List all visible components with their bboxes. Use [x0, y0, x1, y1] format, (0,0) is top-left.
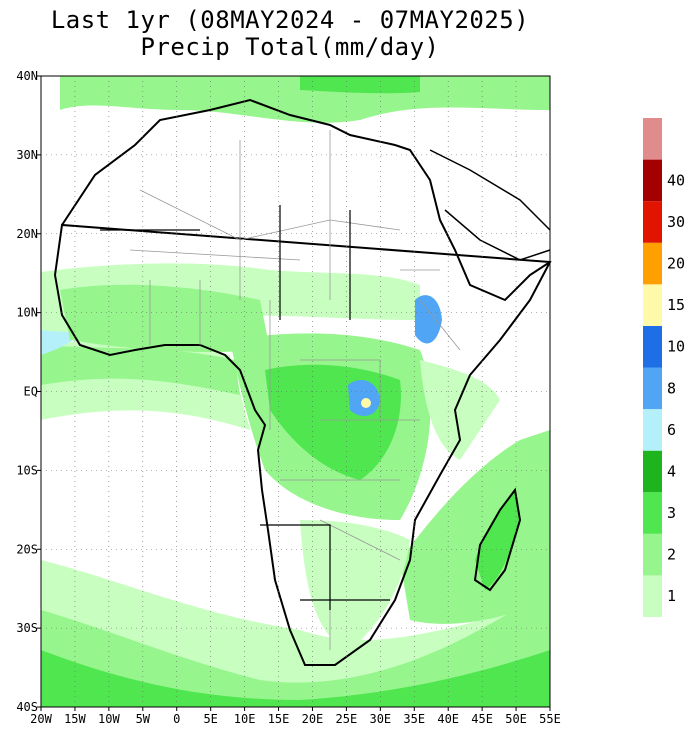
lat-tick-label: 20S	[16, 542, 38, 556]
lat-tick-label: 40N	[16, 69, 38, 83]
lat-tick-label: 10N	[16, 306, 38, 320]
lat-tick-label: 30S	[16, 621, 38, 635]
precip-ethiopia	[415, 295, 442, 344]
lon-tick-label: 20E	[302, 712, 324, 726]
country-borders	[129, 130, 461, 650]
colorbar-swatch	[643, 575, 662, 617]
colorbar-label: 10	[667, 338, 685, 356]
precip-field	[41, 76, 550, 707]
colorbar-label: 3	[667, 504, 676, 522]
colorbar-label: 15	[667, 296, 685, 314]
lon-tick-label: 10W	[98, 712, 120, 726]
lon-tick-label: 20W	[30, 712, 52, 726]
lon-tick-label: 35E	[403, 712, 425, 726]
lon-tick-label: 5E	[203, 712, 217, 726]
colorbar-label: 40	[667, 171, 685, 189]
precip-south-heavy	[41, 650, 550, 707]
precip-europe	[300, 76, 420, 94]
precip-lake-victoria	[348, 380, 380, 416]
colorbar-label: 30	[667, 213, 685, 231]
africa-coastline	[53, 98, 552, 666]
colorbar-swatch	[643, 118, 662, 160]
precip-gulf-guinea	[41, 345, 240, 395]
precip-southern-africa	[300, 520, 410, 650]
colorbar-swatch	[643, 409, 662, 451]
lat-axis: 40N 30N 20N 10N EQ 10S 20S 30S 40S	[16, 69, 41, 714]
colorbar-swatch	[643, 367, 662, 410]
colorbar-label: 6	[667, 421, 676, 439]
colorbar-swatch	[643, 492, 662, 534]
precip-madagascar	[475, 490, 520, 590]
lat-tick-label: 20N	[16, 227, 38, 241]
colorbar-label: 1	[667, 587, 676, 605]
colorbar-swatch	[643, 201, 662, 243]
colorbar-label: 2	[667, 546, 676, 564]
madagascar-coast	[473, 487, 522, 592]
lon-tick-label: 15E	[268, 712, 290, 726]
graticule	[41, 76, 550, 707]
precip-east-africa	[420, 360, 500, 460]
precip-peak	[361, 398, 371, 408]
colorbar-swatch	[643, 533, 662, 576]
lon-tick-label: 0	[173, 712, 180, 726]
precip-indian-ocean	[400, 430, 550, 624]
lat-tick-label: EQ	[24, 385, 38, 399]
map-subtitle: Precip Total(mm/day)	[140, 33, 440, 61]
lon-tick-label: 25E	[336, 712, 358, 726]
lon-tick-label: 10E	[234, 712, 256, 726]
colorbar-label: 4	[667, 462, 676, 480]
lat-tick-label: 10S	[16, 463, 38, 477]
lon-axis: 20W 15W 10W 5W 0 5E 10E 15E 20E 25E 30E 35E 40E 45E 50…	[30, 707, 561, 726]
lon-tick-label: 50E	[505, 712, 527, 726]
precip-mediterranean	[60, 76, 550, 123]
colorbar-swatch	[643, 450, 662, 493]
arabia-coast	[429, 149, 551, 261]
precip-south-mid	[41, 590, 550, 707]
lon-tick-label: 40E	[437, 712, 459, 726]
lon-tick-label: 5W	[136, 712, 151, 726]
lon-tick-label: 55E	[539, 712, 561, 726]
colorbar-swatch	[643, 284, 662, 326]
colorbar-swatch	[643, 325, 662, 368]
lon-tick-label: 45E	[471, 712, 493, 726]
map-title: Last 1yr (08MAY2024 - 07MAY2025)	[50, 6, 530, 34]
colorbar-swatch	[643, 159, 662, 202]
country-borders-bold	[100, 205, 390, 610]
colorbar-label: 20	[667, 255, 685, 273]
lat-tick-label: 40S	[16, 700, 38, 714]
colorbar-label: 8	[667, 379, 676, 397]
precip-westafrica	[60, 284, 270, 352]
lon-tick-label: 15W	[64, 712, 86, 726]
lat-tick-label: 30N	[16, 148, 38, 162]
lon-tick-label: 30E	[369, 712, 391, 726]
colorbar-swatch	[643, 242, 662, 285]
